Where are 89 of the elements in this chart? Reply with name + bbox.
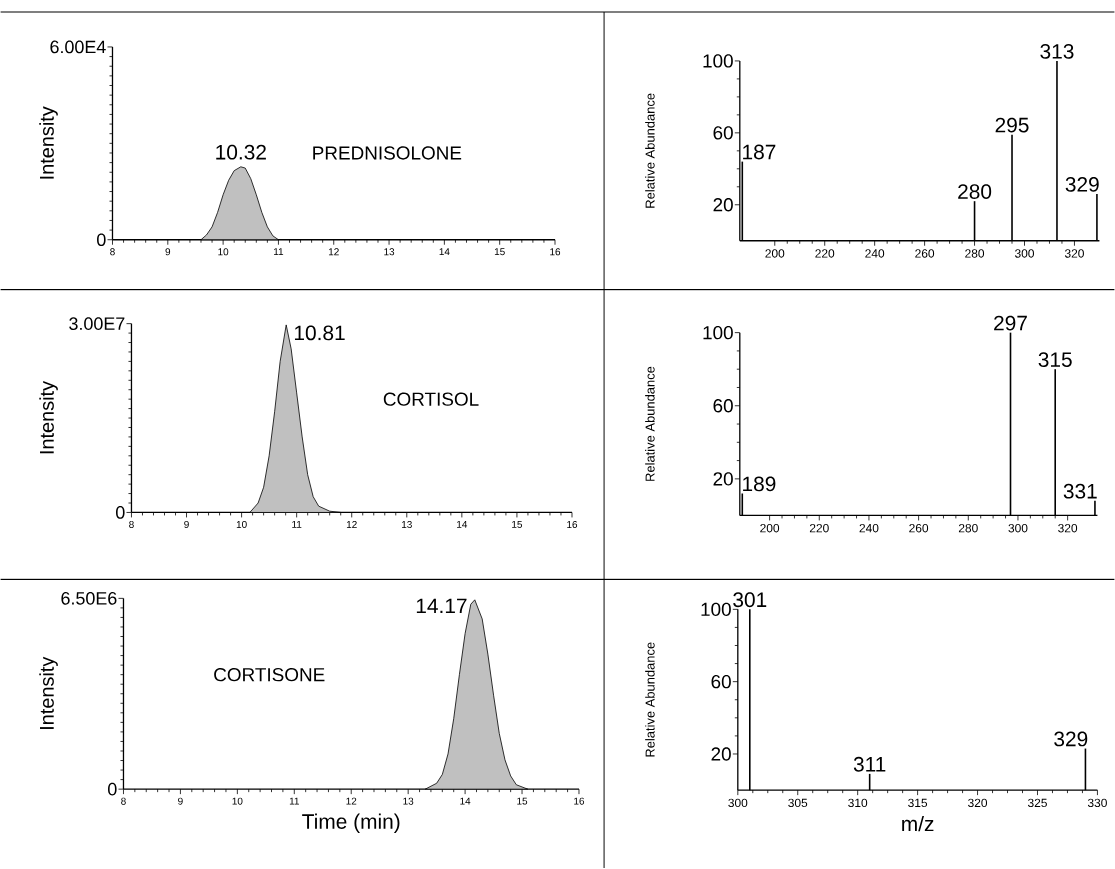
y-tick-label: 60 [711, 675, 731, 689]
y-tick-label: 100 [701, 602, 731, 617]
annotation: 187 [743, 144, 776, 160]
y-tick-label: 0 [97, 233, 106, 247]
y-tick-label: 0 [108, 782, 117, 796]
y-axis-title: Relative Abundance [645, 642, 655, 757]
x-tick-label: 16 [567, 521, 578, 529]
x-tick-label: 320 [1064, 249, 1084, 258]
x-tick-label: 330 [1087, 798, 1107, 808]
x-tick-label: 10 [218, 248, 229, 256]
x-tick-label: 15 [517, 797, 528, 805]
y-tick-label: 20 [711, 747, 731, 761]
x-tick-label: 9 [165, 248, 171, 256]
x-tick-label: 16 [550, 248, 561, 256]
annotation: 10.32 [216, 144, 266, 160]
x-tick-label: 13 [384, 248, 395, 256]
y-axis-title: Intensity [39, 106, 58, 179]
annotation: 10.81 [294, 325, 345, 341]
x-tick-label: 200 [765, 249, 785, 258]
annotation: 14.17 [416, 598, 467, 614]
x-tick-label: 14 [460, 797, 471, 805]
x-tick-label: 325 [1027, 798, 1047, 808]
y-tick-label: 20 [713, 198, 733, 212]
x-tick-label: 11 [274, 248, 284, 256]
annotation: 313 [1040, 44, 1074, 59]
x-tick-label: 8 [110, 248, 115, 256]
x-tick-label: 220 [809, 524, 829, 533]
x-tick-label: 315 [908, 798, 928, 808]
annotation: 301 [733, 592, 767, 608]
x-tick-label: 16 [574, 797, 585, 805]
x-tick-label: 10 [232, 797, 243, 805]
x-tick-label: 10 [236, 521, 247, 529]
x-tick-label: 11 [292, 521, 302, 528]
x-tick-label: 12 [328, 248, 339, 256]
x-tick-label: 260 [915, 249, 935, 258]
y-axis-title: Relative Abundance [645, 366, 655, 482]
annotation: 295 [995, 117, 1029, 133]
y-tick-label: 20 [713, 472, 733, 486]
x-tick-label: 8 [129, 521, 134, 529]
x-tick-label: 240 [859, 524, 879, 533]
text: PREDNISOLONE [313, 146, 462, 160]
x-tick-label: 220 [815, 249, 835, 258]
x-tick-label: 11 [289, 797, 299, 805]
x-tick-label: 14 [439, 248, 450, 256]
text: CORTISONE [214, 668, 325, 682]
y-axis-title: Relative Abundance [645, 93, 655, 208]
y-axis-title: Intensity [39, 656, 58, 730]
annotation: 280 [958, 184, 992, 200]
x-tick-label: 12 [346, 521, 357, 529]
x-tick-label: 320 [968, 798, 988, 808]
x-tick-label: 320 [1058, 524, 1078, 533]
x-tick-label: 280 [965, 249, 985, 258]
x-tick-label: 14 [457, 521, 468, 528]
x-tick-label: 8 [121, 797, 126, 805]
x-axis-title: Time (min) [302, 813, 400, 834]
x-tick-label: 300 [1008, 524, 1028, 533]
annotation: 297 [994, 315, 1027, 331]
annotation: 329 [1065, 177, 1099, 192]
x-tick-label: 305 [788, 798, 808, 808]
y-tick-label: 0 [116, 506, 125, 519]
annotation: 329 [1054, 731, 1088, 747]
x-tick-label: 9 [184, 521, 189, 529]
annotation: 315 [1038, 352, 1072, 368]
x-tick-label: 280 [958, 524, 978, 533]
x-tick-label: 15 [494, 248, 505, 256]
y-axis-title: Intensity [39, 381, 58, 454]
x-tick-label: 200 [760, 524, 780, 533]
y-tick-label: 6.50E6 [61, 592, 117, 605]
annotation: 331 [1063, 483, 1097, 499]
y-tick-label: 60 [713, 399, 733, 413]
x-tick-label: 13 [403, 797, 414, 805]
x-tick-label: 9 [178, 797, 183, 805]
x-tick-label: 15 [512, 521, 523, 529]
x-tick-label: 260 [909, 524, 929, 533]
x-axis-title: m/z [902, 816, 934, 832]
x-tick-label: 240 [865, 249, 885, 258]
x-tick-label: 300 [1014, 249, 1034, 258]
y-tick-label: 6.00E4 [50, 40, 106, 54]
y-tick-label: 100 [703, 326, 733, 340]
x-tick-label: 300 [728, 798, 748, 808]
y-tick-label: 100 [703, 54, 733, 68]
text: CORTISOL [383, 392, 479, 407]
x-tick-label: 12 [346, 797, 357, 805]
annotation: 189 [743, 476, 776, 492]
y-tick-label: 60 [713, 126, 733, 140]
x-tick-label: 310 [848, 798, 868, 808]
y-tick-label: 3.00E7 [69, 317, 125, 331]
annotation: 311 [853, 757, 886, 772]
x-tick-label: 13 [402, 521, 412, 529]
